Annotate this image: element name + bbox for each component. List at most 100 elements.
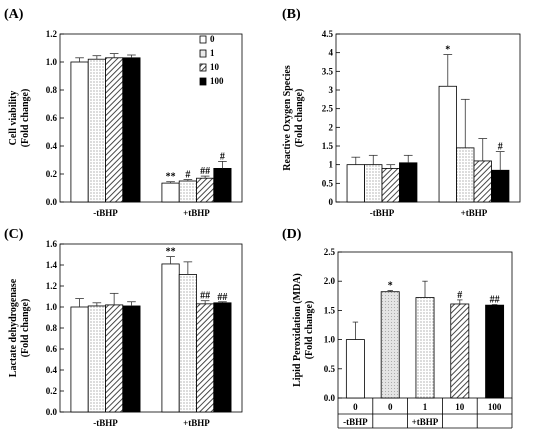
panel-a-legend-swatch-100 [199, 77, 207, 86]
panel-a-ytick-label-6: 1.2 [46, 29, 58, 39]
panel-b-ytick-label-3: 1.5 [322, 141, 334, 151]
panel-d: (D) Lipid Peroxidation (MDA) (Fold chang… [282, 227, 513, 429]
panel-a-ytick-label-4: 0.8 [46, 85, 58, 95]
panel-b-ylabel-line2: (Fold change) [294, 89, 305, 148]
panel-a-ylabel-line2: (Fold change) [20, 89, 31, 148]
panel-d-group-label-1: +tBHP [412, 417, 439, 427]
panel-a-ytick-label-5: 1.0 [46, 57, 58, 67]
panel-d-bar-3 [450, 303, 470, 399]
panel-d-ytick-label-1: 0.5 [324, 364, 336, 374]
panel-d-xtick-label-1: 0 [388, 402, 393, 412]
panel-d-xtick-label-4: 100 [488, 402, 502, 412]
panel-a: (A) Cell viability (Fold change) 0.0 0.2 0… [4, 7, 243, 218]
panel-a-bar--tBHP-1 [87, 58, 106, 203]
panel-a-legend-label-100: 100 [210, 76, 224, 86]
panel-d-xtick-label-2: 1 [423, 402, 428, 412]
panel-b-ytick-label-1: 0.5 [322, 178, 334, 188]
panel-a-legend-swatch-0 [199, 35, 207, 44]
panel-d-ylabel-line1: Lipid Peroxidation (MDA) [292, 273, 303, 387]
panel-c-errorbar-+tBHP-10 [200, 300, 210, 304]
panel-a-legend-swatch-1 [199, 49, 207, 58]
panel-a-errorbar-+tBHP-10 [200, 175, 210, 179]
panel-d-ytick-label-5: 2.5 [324, 247, 336, 257]
panel-b-y-axis-title: Reactive Oxygen Species (Fold change) [282, 65, 305, 171]
panel-c-ytick-label-0: 0.0 [46, 407, 58, 417]
panel-c-bar-+tBHP-0 [161, 263, 180, 413]
panel-a-legend-label-10: 10 [210, 62, 220, 72]
panel-a-errorbar-+tBHP-0 [166, 181, 175, 184]
panel-b-ytick-label-5: 2.5 [322, 104, 334, 114]
panel-b-annotation-+tBHP-100: # [498, 142, 503, 153]
panel-a-errorbar--tBHP-1 [92, 55, 102, 60]
panel-a-label: (A) [4, 7, 24, 22]
panel-a-annotation-+tBHP-1: # [185, 170, 190, 181]
panel-a-xtick-label-0: -tBHP [93, 208, 118, 218]
panel-d-label: (D) [282, 227, 302, 242]
panel-b-xtick-label-0: -tBHP [370, 208, 395, 218]
panel-c-bar--tBHP-10 [105, 304, 124, 413]
panel-b-ytick-label-0: 0 [329, 197, 334, 207]
panel-c-annotation-+tBHP-100: ## [217, 292, 227, 303]
panel-b-errorbar--tBHP-10 [386, 164, 396, 169]
panel-a-ylabel-line1: Cell viability [8, 91, 19, 146]
panel-c: (C) Lactate dehydrogenase (Fold change) … [4, 227, 243, 428]
panel-c-ytick-label-8: 1.6 [46, 239, 58, 249]
panel-d-bar-2 [415, 297, 435, 399]
panel-d-xtick-label-3: 10 [455, 402, 465, 412]
panel-d-errorbar-0 [352, 321, 359, 340]
panel-b-ylabel-line1: Reactive Oxygen Species [282, 65, 293, 171]
panel-c-ytick-label-1: 0.2 [46, 386, 58, 396]
panel-b-errorbar-+tBHP-1 [460, 98, 470, 148]
panel-b-xtick-label-1: +tBHP [461, 208, 488, 218]
panel-c-label: (C) [4, 227, 24, 242]
panel-d-errorbar-2 [422, 280, 428, 298]
panel-c-bar--tBHP-100 [122, 305, 141, 413]
panel-a-y-axis-title: Cell viability (Fold change) [8, 89, 31, 148]
panel-c-ylabel-line2: (Fold change) [20, 299, 31, 358]
panel-d-bar-4 [485, 304, 505, 399]
panel-b-errorbar-+tBHP-0 [443, 54, 453, 87]
panel-b-ytick-label-4: 2 [329, 122, 334, 132]
panel-a-ytick-label-0: 0.0 [46, 197, 58, 207]
panel-d-ytick-label-0: 0.0 [324, 393, 336, 403]
panel-a-bar--tBHP-100 [122, 57, 141, 203]
panel-d-errorbar-3 [457, 299, 463, 304]
panel-a-plot: 0.00.20.40.60.81.01.2-tBHP** # ###+tBHP011… [46, 29, 243, 218]
panel-b-ytick-label-2: 1 [329, 160, 334, 170]
panel-c-errorbar-+tBHP-1 [183, 261, 193, 275]
panel-b-label: (B) [282, 7, 301, 22]
panel-c-ylabel-line1: Lactate dehydrogenase [8, 278, 19, 377]
panel-b-bar--tBHP-1 [364, 164, 383, 203]
panel-d-plot: 0.0 0.5 1.0 1.5 2.0 2.5 0 * 0 1 #10 ## 100 -tBHP +tBHP [324, 247, 513, 429]
panel-b-bar-+tBHP-0 [438, 85, 457, 203]
panel-c-ytick-label-4: 0.8 [46, 323, 58, 333]
panel-c-ytick-label-5: 1.0 [46, 302, 58, 312]
panel-d-ytick-label-4: 2.0 [324, 276, 336, 286]
panel-d-bar-0 [345, 339, 365, 399]
panel-d-annotation-4: ## [490, 295, 500, 306]
panel-a-legend-label-0: 0 [210, 34, 215, 44]
panel-c-errorbar-+tBHP-100 [218, 301, 227, 303]
panel-b-ytick-label-7: 3.5 [322, 66, 334, 76]
panel-a-bar--tBHP-0 [70, 61, 89, 203]
panel-b-errorbar--tBHP-1 [368, 154, 378, 165]
panel-d-group-label-0: -tBHP [343, 417, 368, 427]
panel-c-errorbar--tBHP-1 [92, 302, 102, 306]
panel-b-plot: 0 0.5 1 1.5 2 2.5 3 3.5 4 4.5 -tBHP * # +tBHP [322, 29, 521, 218]
panel-b-errorbar-+tBHP-10 [478, 138, 488, 161]
panel-a-bar-+tBHP-0 [161, 182, 180, 203]
panel-d-ylabel-line2: (Fold change) [304, 301, 315, 360]
panel-a-bar-+tBHP-1 [178, 180, 197, 203]
panel-c-errorbar--tBHP-10 [109, 292, 119, 305]
panel-c-xtick-label-1: +tBHP [183, 418, 210, 428]
panel-a-bar-+tBHP-10 [196, 177, 215, 203]
panel-b-ytick-label-9: 4.5 [322, 29, 334, 39]
panel-a-errorbar--tBHP-10 [109, 53, 119, 58]
panel-a-annotation-+tBHP-100: # [220, 151, 225, 162]
panel-c-bar-+tBHP-100 [213, 302, 232, 413]
panel-a-ytick-label-2: 0.4 [46, 141, 58, 151]
panel-a-legend-label-1: 1 [210, 48, 215, 58]
panel-c-errorbar-+tBHP-0 [166, 256, 175, 264]
panel-a-legend: 0 1 10 100 [199, 34, 224, 86]
